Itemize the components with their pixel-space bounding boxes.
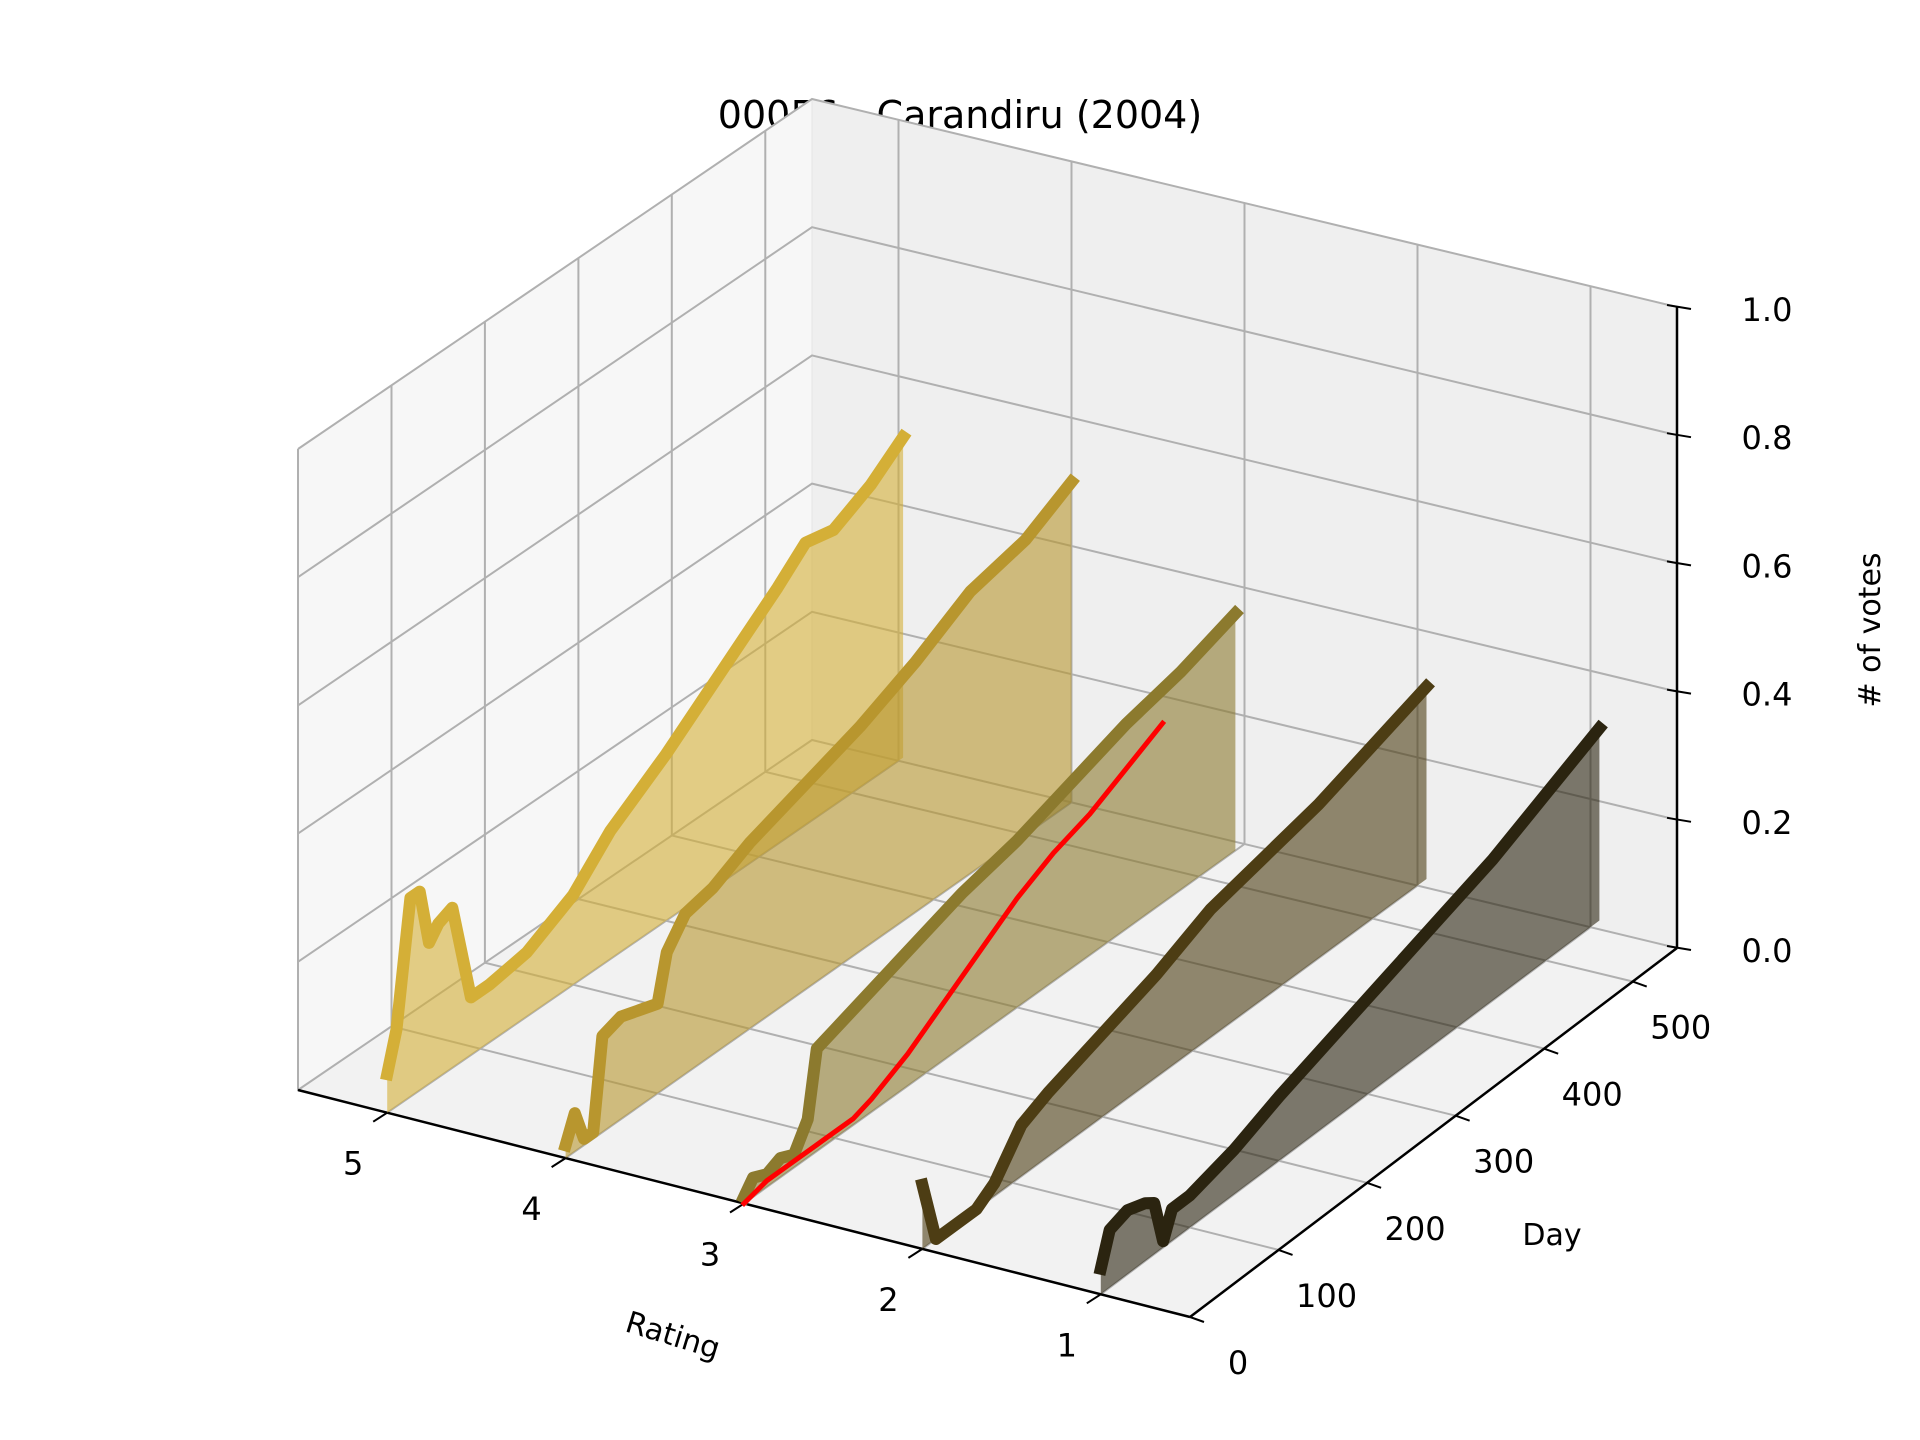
x-tick-mark [372, 1111, 388, 1123]
grid-line-votes [297, 482, 1678, 835]
y-tick-mark [1278, 1248, 1293, 1256]
y-tick-mark [1189, 1316, 1205, 1323]
x-tick-mark [1086, 1293, 1102, 1305]
y-tick-label: 300 [1473, 1143, 1534, 1181]
x-tick-mark [907, 1248, 923, 1259]
series-line-rating-2 [915, 678, 1435, 1245]
y-tick-label: 0 [1228, 1344, 1248, 1382]
z-tick-mark [1666, 560, 1692, 567]
z-tick-mark [1666, 688, 1692, 695]
z-tick-mark [1666, 816, 1692, 823]
series-area-rating-1 [1100, 728, 1600, 1295]
y-tick-mark [1632, 980, 1648, 988]
x-tick-mark [551, 1157, 567, 1168]
y-tick-mark [1543, 1047, 1559, 1055]
z-tick-mark [1666, 945, 1692, 951]
y-tick-label: 500 [1650, 1009, 1711, 1047]
x-tick-label: 2 [878, 1281, 898, 1319]
z-tick-label: 0.6 [1742, 547, 1793, 585]
series-area-rating-3 [744, 613, 1236, 1204]
z-tick-label: 0.2 [1742, 804, 1793, 842]
series-line-rating-1 [1093, 719, 1608, 1276]
grid-line-votes [297, 354, 1678, 707]
y-axis-label: Day [1522, 1218, 1581, 1253]
series-area-rating-5 [387, 437, 904, 1113]
series-area-rating-4 [565, 481, 1072, 1159]
z-tick-label: 0.4 [1742, 676, 1793, 714]
y-tick-label: 200 [1385, 1210, 1446, 1248]
series-line-rating-4 [558, 473, 1080, 1153]
y-tick-mark [1455, 1114, 1470, 1122]
y-tick-label: 100 [1296, 1277, 1357, 1315]
z-tick-mark [1666, 432, 1692, 439]
x-tick-label: 1 [1057, 1326, 1077, 1364]
series-line-rating-3 [736, 604, 1244, 1206]
y-tick-mark [1366, 1181, 1382, 1189]
y-tick-label: 400 [1562, 1076, 1623, 1114]
x-tick-label: 3 [700, 1236, 720, 1274]
grid-line-votes [297, 226, 1678, 579]
x-tick-label: 5 [343, 1145, 363, 1183]
series-line-rating-5 [380, 428, 912, 1082]
x-tick-label: 4 [521, 1190, 541, 1228]
z-tick-label: 0.0 [1742, 932, 1793, 970]
x-tick-mark [729, 1202, 745, 1214]
series-group [380, 428, 1608, 1295]
y-axis-line [1189, 947, 1678, 1318]
z-tick-mark [1666, 304, 1692, 310]
z-tick-label: 1.0 [1742, 291, 1793, 329]
z-axis-label: # of votes [1853, 552, 1888, 707]
z-tick-label: 0.8 [1742, 419, 1793, 457]
series-line-mean [740, 719, 1167, 1208]
tick-labels: 5 4 3 2 1 0 100 200 300 400 500 0.0 0.2 0.4 0.6 0.8 1.0 [343, 291, 1792, 1382]
grid-line-votes [297, 97, 1678, 450]
